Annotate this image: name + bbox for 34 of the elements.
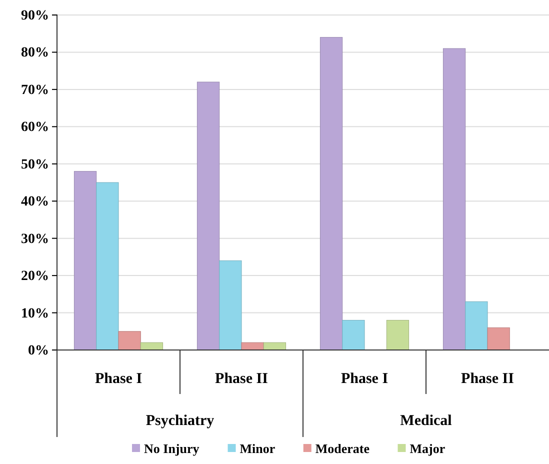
bar bbox=[74, 171, 97, 350]
bar bbox=[386, 320, 410, 350]
bar bbox=[196, 82, 220, 350]
y-tick-label: 80% bbox=[21, 46, 49, 61]
y-tick-label: 90% bbox=[21, 8, 49, 24]
bar bbox=[487, 327, 510, 350]
y-tick-label: 50% bbox=[21, 157, 49, 172]
x-tick-label: Phase I bbox=[94, 371, 142, 387]
bar bbox=[465, 301, 488, 350]
bar bbox=[342, 320, 365, 350]
y-tick-label: 70% bbox=[21, 82, 49, 98]
y-tick-label: 20% bbox=[21, 269, 49, 284]
y-tick-label: 0% bbox=[28, 343, 49, 358]
bar bbox=[263, 342, 286, 350]
y-tick-label: 40% bbox=[21, 194, 49, 210]
bar bbox=[219, 260, 242, 350]
bar bbox=[118, 331, 141, 350]
y-tick-label: 60% bbox=[21, 120, 49, 136]
y-tick-label: 30% bbox=[21, 232, 49, 247]
legend-label: Moderate bbox=[315, 441, 370, 456]
y-tick-label: 10% bbox=[21, 306, 49, 322]
bar bbox=[140, 342, 164, 350]
text: Psychiatry bbox=[146, 413, 215, 429]
bar bbox=[241, 342, 264, 350]
text: Medical bbox=[400, 413, 452, 429]
x-tick-label: Phase II bbox=[215, 371, 268, 387]
legend-label: No Injury bbox=[144, 441, 200, 456]
bar bbox=[442, 48, 466, 350]
legend-label: Minor bbox=[240, 441, 276, 456]
x-tick-label: Phase I bbox=[340, 371, 388, 387]
legend-label: Major bbox=[410, 441, 446, 456]
x-tick-label: Phase II bbox=[461, 371, 514, 387]
bar bbox=[320, 37, 343, 350]
bar bbox=[96, 182, 119, 350]
